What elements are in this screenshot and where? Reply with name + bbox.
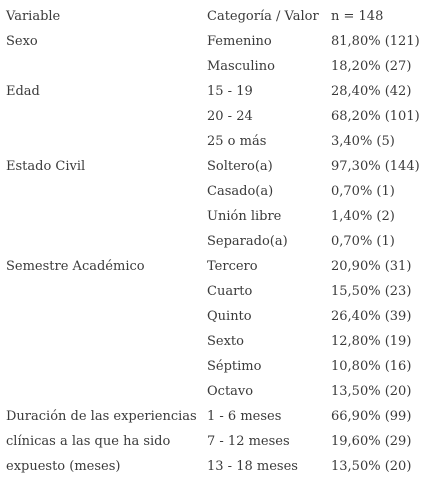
category-cell: Soltero(a) (207, 159, 273, 174)
variable-cell: Edad (6, 84, 40, 99)
value-cell: 97,30% (144) (331, 159, 420, 174)
table-row: Octavo 13,50% (20) (0, 383, 427, 408)
value-cell: 15,50% (23) (331, 284, 412, 299)
value-cell: 0,70% (1) (331, 184, 395, 199)
table-row: Edad 15 - 19 28,40% (42) (0, 83, 427, 108)
variable-cell: Estado Civil (6, 159, 86, 174)
variable-cell: Duración de las experiencias (6, 409, 197, 424)
table-row: Cuarto 15,50% (23) (0, 283, 427, 308)
table-row: Quinto 26,40% (39) (0, 308, 427, 333)
category-cell: Octavo (207, 384, 254, 399)
category-cell: Sexto (207, 334, 244, 349)
value-cell: 28,40% (42) (331, 84, 412, 99)
value-cell: 13,50% (20) (331, 384, 412, 399)
category-cell: Tercero (207, 259, 258, 274)
category-cell: Cuarto (207, 284, 253, 299)
header-n: n = 148 (331, 9, 384, 24)
table-row: Duración de las experiencias 1 - 6 meses 6… (0, 408, 427, 433)
header-category: Categoría / Valor (207, 9, 319, 24)
value-cell: 66,90% (99) (331, 409, 412, 424)
table-row: Sexo Femenino 81,80% (121) (0, 33, 427, 58)
value-cell: 12,80% (19) (331, 334, 412, 349)
category-cell: 7 - 12 meses (207, 434, 290, 449)
category-cell: Quinto (207, 309, 252, 324)
value-cell: 3,40% (5) (331, 134, 395, 149)
table-row: Masculino 18,20% (27) (0, 58, 427, 83)
value-cell: 1,40% (2) (331, 209, 395, 224)
variable-cell: expuesto (meses) (6, 459, 121, 474)
table-row: Separado(a) 0,70% (1) (0, 233, 427, 258)
value-cell: 19,60% (29) (331, 434, 412, 449)
category-cell: 1 - 6 meses (207, 409, 282, 424)
category-cell: Masculino (207, 59, 275, 74)
table-row: Unión libre 1,40% (2) (0, 208, 427, 233)
category-cell: Casado(a) (207, 184, 274, 199)
header-row: Variable Categoría / Valor n = 148 (0, 8, 427, 33)
value-cell: 20,90% (31) (331, 259, 412, 274)
category-cell: Unión libre (207, 209, 282, 224)
category-cell: Femenino (207, 34, 272, 49)
table-row: 20 - 24 68,20% (101) (0, 108, 427, 133)
category-cell: Separado(a) (207, 234, 288, 249)
category-cell: 13 - 18 meses (207, 459, 298, 474)
variable-cell: Sexo (6, 34, 38, 49)
value-cell: 10,80% (16) (331, 359, 412, 374)
value-cell: 26,40% (39) (331, 309, 412, 324)
category-cell: Séptimo (207, 359, 262, 374)
table-row: Estado Civil Soltero(a) 97,30% (144) (0, 158, 427, 183)
variable-cell: Semestre Académico (6, 259, 145, 274)
value-cell: 13,50% (20) (331, 459, 412, 474)
table-row: 25 o más 3,40% (5) (0, 133, 427, 158)
variable-cell: clínicas a las que ha sido (6, 434, 171, 449)
value-cell: 18,20% (27) (331, 59, 412, 74)
value-cell: 81,80% (121) (331, 34, 420, 49)
value-cell: 68,20% (101) (331, 109, 420, 124)
value-cell: 0,70% (1) (331, 234, 395, 249)
table-row: expuesto (meses) 13 - 18 meses 13,50% (20) (0, 458, 427, 483)
table-row: clínicas a las que ha sido 7 - 12 meses 19… (0, 433, 427, 458)
table-row: Semestre Académico Tercero 20,90% (31) (0, 258, 427, 283)
category-cell: 15 - 19 (207, 84, 253, 99)
category-cell: 20 - 24 (207, 109, 253, 124)
table-row: Sexto 12,80% (19) (0, 333, 427, 358)
table-row: Casado(a) 0,70% (1) (0, 183, 427, 208)
category-cell: 25 o más (207, 134, 267, 149)
header-variable: Variable (6, 9, 61, 24)
table-row: Séptimo 10,80% (16) (0, 358, 427, 383)
